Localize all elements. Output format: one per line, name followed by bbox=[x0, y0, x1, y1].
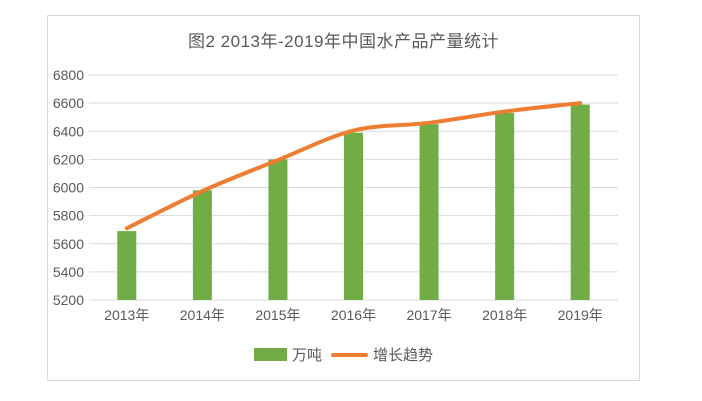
bar-2015年 bbox=[268, 159, 288, 300]
y-tick-label: 6800 bbox=[53, 67, 84, 83]
x-tick-label: 2013年 bbox=[104, 307, 149, 323]
y-tick-label: 5400 bbox=[53, 264, 84, 280]
legend-line-swatch bbox=[331, 352, 368, 357]
bar-2013年 bbox=[117, 231, 137, 300]
legend-item: 万吨 bbox=[253, 344, 322, 365]
x-tick-label: 2015年 bbox=[255, 307, 300, 323]
legend-item: 增长趋势 bbox=[331, 344, 433, 365]
chart-title: 图2 2013年-2019年中国水产品产量统计 bbox=[188, 32, 499, 51]
y-tick-label: 6400 bbox=[53, 123, 84, 139]
x-tick-label: 2014年 bbox=[180, 307, 225, 323]
bar-2014年 bbox=[192, 190, 212, 300]
bar-2016年 bbox=[344, 132, 363, 300]
x-tick-label: 2017年 bbox=[406, 307, 451, 323]
legend-label: 万吨 bbox=[291, 347, 322, 364]
legend-label: 增长趋势 bbox=[373, 347, 434, 364]
trend-line bbox=[124, 101, 583, 231]
bar-2017年 bbox=[419, 124, 439, 300]
y-tick-label: 5600 bbox=[53, 236, 84, 252]
x-tick-label: 2016年 bbox=[331, 307, 376, 323]
y-tick-label: 6000 bbox=[53, 180, 84, 196]
y-tick-label: 5800 bbox=[53, 208, 84, 224]
y-tick-label: 6200 bbox=[53, 151, 84, 167]
bar-2019年 bbox=[570, 104, 590, 300]
y-tick-label: 5200 bbox=[53, 292, 84, 308]
x-tick-label: 2019年 bbox=[558, 307, 603, 323]
y-tick-label: 6600 bbox=[53, 95, 84, 111]
legend-bar-swatch bbox=[253, 348, 287, 361]
bar-2018年 bbox=[495, 112, 515, 300]
legend: 万吨 增长趋势 bbox=[47, 344, 640, 365]
chart-frame bbox=[47, 15, 640, 381]
x-tick-label: 2018年 bbox=[482, 307, 527, 323]
